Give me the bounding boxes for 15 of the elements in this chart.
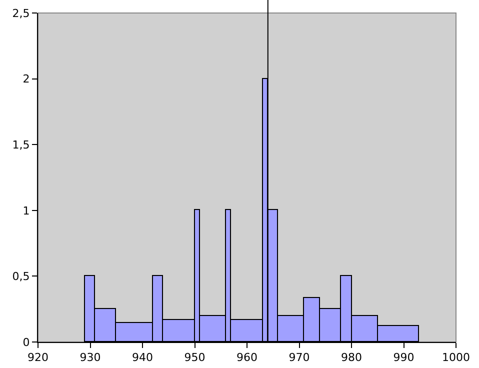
x-tick-label: 920 xyxy=(28,351,48,364)
x-tick-label: 960 xyxy=(236,351,258,364)
x-tick-label: 1000 xyxy=(442,351,470,364)
x-tick-label: 990 xyxy=(393,351,414,364)
x-tick-label: 940 xyxy=(132,351,153,364)
x-tick-label: 980 xyxy=(341,351,362,364)
x-tick-label: 930 xyxy=(80,351,101,364)
y-tick-label: 0 xyxy=(22,336,30,349)
y-tick-label: 2 xyxy=(22,72,30,86)
y-tick-label: 1 xyxy=(22,204,30,218)
y-tick-label: 0,5 xyxy=(12,270,30,284)
y-tick-label: 2,5 xyxy=(12,6,30,20)
x-tick-label: 970 xyxy=(288,351,310,364)
x-tick-label: 950 xyxy=(184,351,206,364)
y-tick-label: 1,5 xyxy=(12,138,30,152)
